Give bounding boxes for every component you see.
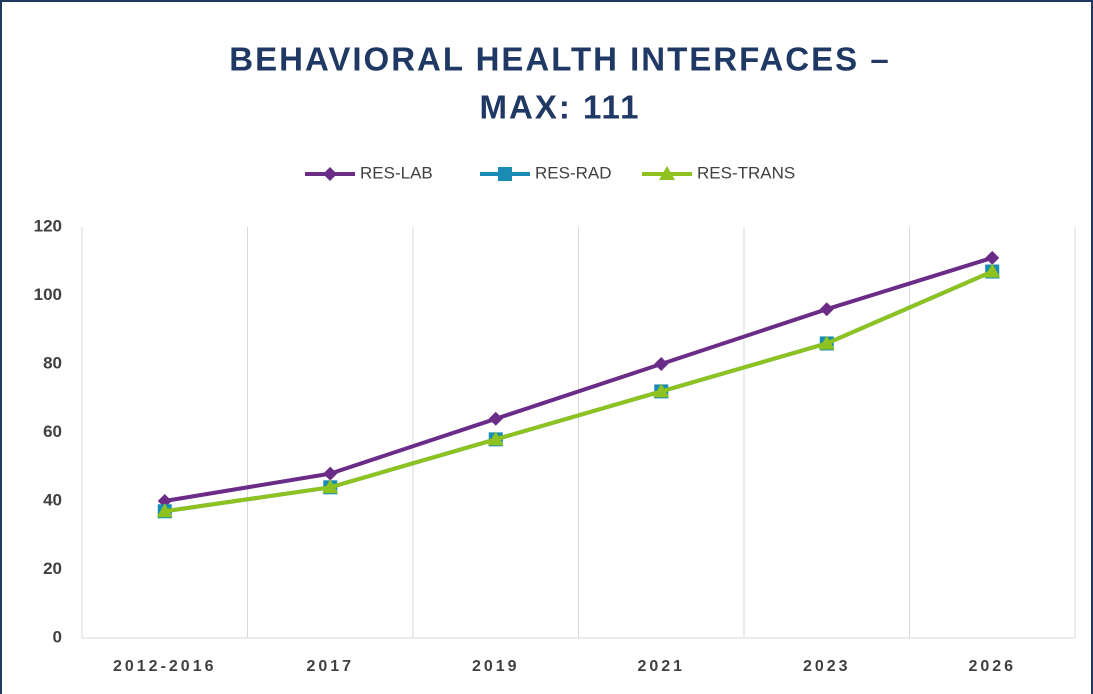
marker bbox=[487, 431, 504, 446]
legend-label: RES-RAD bbox=[535, 163, 612, 182]
x-tick-label: 2017 bbox=[306, 658, 354, 675]
y-tick-label: 40 bbox=[43, 490, 62, 509]
marker bbox=[322, 479, 339, 494]
marker bbox=[156, 503, 173, 518]
series-line bbox=[164, 269, 994, 514]
legend-label: RES-TRANS bbox=[697, 163, 795, 182]
legend-marker bbox=[323, 167, 337, 181]
legend-marker bbox=[659, 166, 675, 180]
chart-title: BEHAVIORAL HEALTH INTERFACES – bbox=[229, 41, 890, 78]
marker bbox=[488, 411, 503, 426]
series-line bbox=[164, 255, 993, 503]
y-tick-label: 60 bbox=[43, 422, 62, 441]
marker bbox=[654, 357, 669, 371]
marker bbox=[819, 302, 834, 317]
y-tick-label: 120 bbox=[34, 216, 62, 235]
marker bbox=[818, 335, 835, 350]
marker bbox=[323, 466, 338, 481]
y-tick-label: 80 bbox=[43, 353, 62, 372]
x-tick-label: 2012-2016 bbox=[113, 658, 217, 675]
legend-label: RES-LAB bbox=[360, 163, 433, 182]
marker bbox=[653, 383, 670, 398]
marker bbox=[984, 263, 1001, 278]
x-tick-label: 2023 bbox=[803, 658, 851, 675]
y-tick-label: 20 bbox=[43, 559, 62, 578]
y-tick-label: 0 bbox=[53, 627, 62, 646]
legend-marker bbox=[498, 167, 512, 181]
chart-title: MAX: 111 bbox=[480, 89, 641, 126]
y-tick-label: 100 bbox=[34, 285, 62, 304]
marker bbox=[985, 250, 1000, 265]
x-tick-label: 2026 bbox=[968, 658, 1016, 675]
x-tick-label: 2021 bbox=[637, 658, 685, 675]
x-tick-label: 2019 bbox=[472, 658, 520, 675]
